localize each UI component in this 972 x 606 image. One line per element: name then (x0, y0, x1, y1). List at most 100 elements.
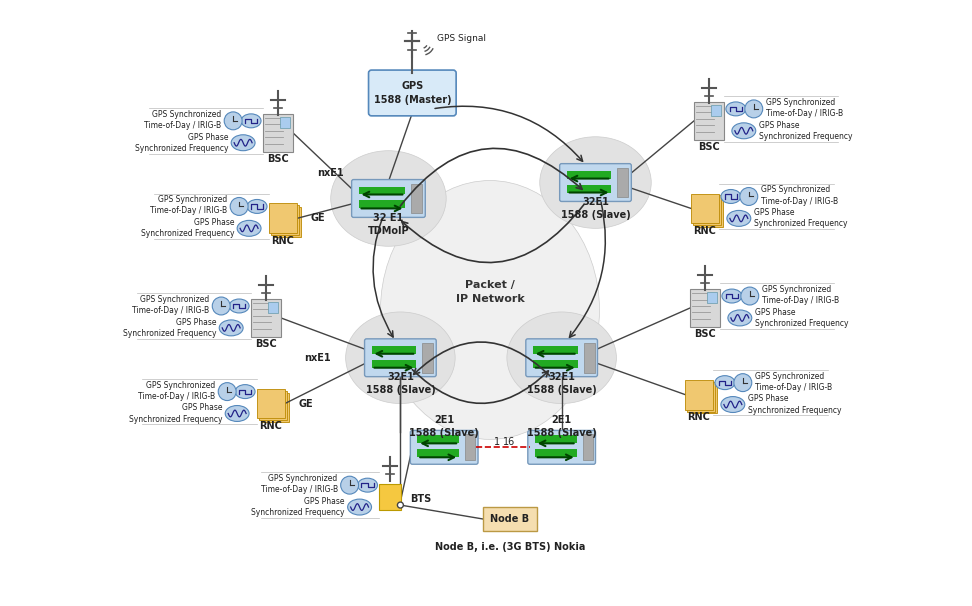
Bar (695, 198, 723, 227)
Text: 32 E1
TDMoIP: 32 E1 TDMoIP (367, 213, 409, 236)
Ellipse shape (721, 396, 745, 413)
Text: GPS Phase
Synchronized Frequency: GPS Phase Synchronized Frequency (747, 395, 842, 415)
Ellipse shape (715, 376, 735, 390)
Ellipse shape (348, 499, 371, 515)
Bar (465, 435, 475, 461)
Bar (417, 435, 459, 444)
Ellipse shape (539, 137, 651, 228)
Ellipse shape (235, 385, 255, 399)
Bar (261, 393, 289, 422)
Text: RNC: RNC (694, 226, 716, 236)
Text: GPS Synchronized
Time-of-Day / IRIG-B: GPS Synchronized Time-of-Day / IRIG-B (755, 371, 832, 391)
Circle shape (398, 502, 403, 508)
FancyBboxPatch shape (560, 164, 632, 201)
Text: nxE1: nxE1 (317, 168, 343, 178)
Bar (371, 360, 416, 368)
Ellipse shape (380, 181, 600, 439)
FancyBboxPatch shape (352, 179, 426, 218)
Bar (567, 171, 611, 179)
Text: RNC: RNC (687, 413, 711, 422)
Ellipse shape (507, 312, 616, 404)
Bar (687, 382, 715, 411)
Ellipse shape (726, 102, 746, 116)
Ellipse shape (358, 478, 377, 492)
Text: GPS Synchronized
Time-of-Day / IRIG-B: GPS Synchronized Time-of-Day / IRIG-B (766, 98, 843, 118)
Bar (263, 114, 293, 152)
Bar (694, 102, 724, 140)
Text: GPS Signal: GPS Signal (437, 34, 486, 42)
Ellipse shape (231, 135, 255, 151)
Bar (269, 204, 296, 233)
Text: BSC: BSC (267, 154, 289, 164)
Ellipse shape (340, 476, 359, 494)
Bar (273, 207, 301, 238)
FancyBboxPatch shape (528, 430, 596, 464)
Bar (280, 117, 290, 128)
Text: BSC: BSC (255, 339, 277, 349)
Text: 16: 16 (503, 438, 515, 447)
Text: 2E1
1588 (Slave): 2E1 1588 (Slave) (527, 415, 597, 438)
Text: GE: GE (311, 213, 326, 224)
Text: RNC: RNC (271, 236, 295, 246)
Text: 1: 1 (494, 438, 500, 447)
Text: BTS: BTS (410, 494, 432, 504)
Ellipse shape (241, 114, 261, 128)
Text: 32E1
1588 (Slave): 32E1 1588 (Slave) (365, 372, 435, 395)
Ellipse shape (225, 112, 242, 130)
Bar (691, 193, 719, 224)
Text: 32E1
1588 (Slave): 32E1 1588 (Slave) (527, 372, 597, 395)
Bar (567, 185, 611, 193)
Bar (379, 484, 401, 510)
Text: 32E1
1588 (Slave): 32E1 1588 (Slave) (561, 197, 631, 220)
Ellipse shape (740, 187, 758, 205)
Text: Packet /
IP Network: Packet / IP Network (456, 280, 524, 304)
Bar (271, 205, 298, 235)
Text: BSC: BSC (694, 329, 715, 339)
Text: GPS Phase
Synchronized Frequency: GPS Phase Synchronized Frequency (135, 133, 228, 153)
Bar (535, 435, 576, 444)
Text: GPS Synchronized
Time-of-Day / IRIG-B: GPS Synchronized Time-of-Day / IRIG-B (138, 381, 215, 401)
Bar (711, 105, 721, 116)
Bar (535, 449, 576, 458)
Text: 2E1
1588 (Slave): 2E1 1588 (Slave) (409, 415, 479, 438)
Bar (693, 196, 721, 225)
Text: GPS Synchronized
Time-of-Day / IRIG-B: GPS Synchronized Time-of-Day / IRIG-B (150, 195, 227, 216)
Ellipse shape (247, 199, 267, 213)
Bar (359, 187, 405, 195)
Ellipse shape (741, 287, 759, 305)
Text: GPS Phase
Synchronized Frequency: GPS Phase Synchronized Frequency (755, 308, 849, 328)
Text: nxE1: nxE1 (304, 353, 330, 363)
Bar (689, 384, 717, 413)
Ellipse shape (220, 320, 243, 336)
Text: GPS Synchronized
Time-of-Day / IRIG-B: GPS Synchronized Time-of-Day / IRIG-B (762, 285, 839, 305)
Text: BSC: BSC (698, 142, 720, 152)
Text: GPS Phase
Synchronized Frequency: GPS Phase Synchronized Frequency (122, 318, 216, 338)
Bar (583, 343, 595, 373)
FancyBboxPatch shape (368, 70, 456, 116)
Text: GPS Phase
Synchronized Frequency: GPS Phase Synchronized Frequency (759, 121, 852, 141)
Text: GPS Phase
Synchronized Frequency: GPS Phase Synchronized Frequency (251, 497, 345, 517)
FancyBboxPatch shape (364, 339, 436, 377)
Bar (251, 299, 281, 337)
Text: GPS
1588 (Master): GPS 1588 (Master) (373, 81, 451, 105)
Text: GPS Phase
Synchronized Frequency: GPS Phase Synchronized Frequency (753, 208, 848, 228)
Bar (617, 168, 628, 198)
Bar (533, 360, 577, 368)
Bar (371, 346, 416, 354)
Text: GE: GE (298, 399, 314, 408)
Text: RNC: RNC (260, 421, 283, 431)
Text: GPS Phase
Synchronized Frequency: GPS Phase Synchronized Frequency (141, 218, 234, 238)
Bar (483, 507, 537, 531)
Ellipse shape (230, 198, 248, 215)
Bar (268, 302, 278, 313)
FancyBboxPatch shape (410, 430, 478, 464)
Ellipse shape (728, 310, 751, 326)
FancyBboxPatch shape (526, 339, 598, 377)
Ellipse shape (229, 299, 249, 313)
Ellipse shape (212, 297, 230, 315)
Ellipse shape (237, 221, 261, 236)
Text: GPS Phase
Synchronized Frequency: GPS Phase Synchronized Frequency (128, 404, 223, 424)
Ellipse shape (346, 312, 455, 404)
Bar (260, 391, 287, 421)
Text: Node B: Node B (490, 514, 530, 524)
